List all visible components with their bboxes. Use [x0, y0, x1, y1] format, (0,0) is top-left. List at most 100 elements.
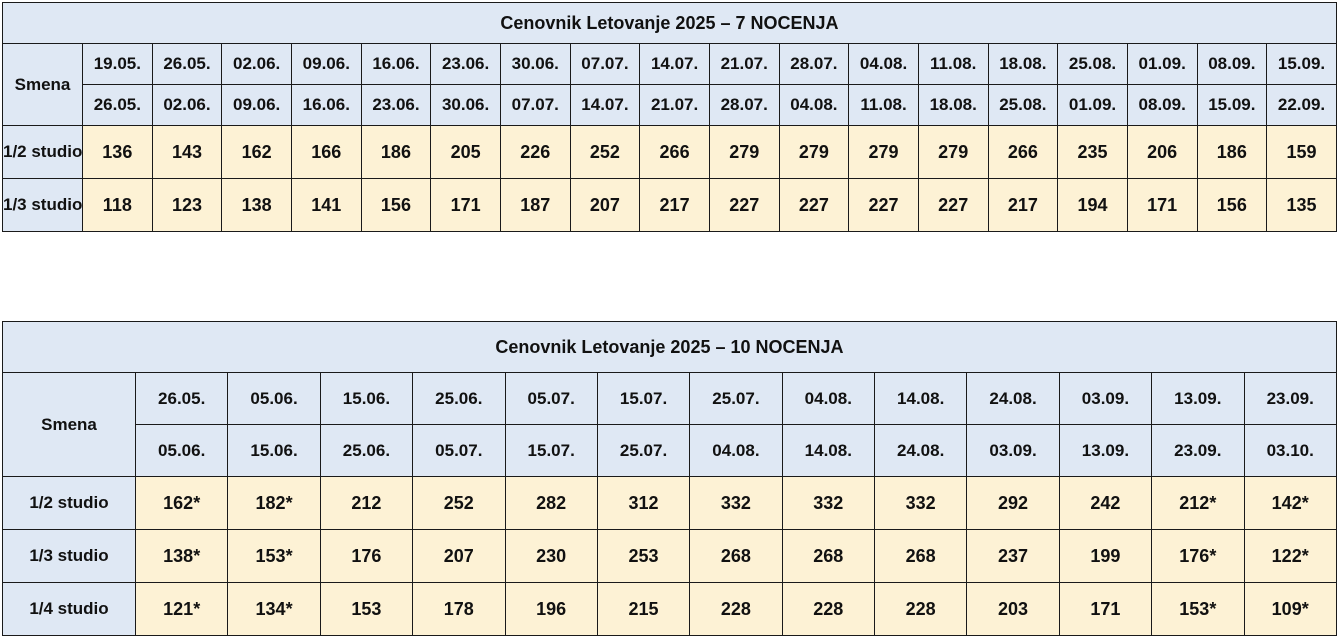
end-date: 25.06.: [319, 424, 414, 477]
start-date: 25.06.: [412, 372, 506, 425]
start-date: 14.08.: [873, 372, 968, 425]
start-date: 08.09.: [1196, 43, 1268, 85]
price-cell: 135: [1266, 178, 1337, 232]
start-date: 19.05.: [82, 43, 153, 85]
price-cell: 166: [290, 125, 362, 179]
room-type-label: 1/4 studio: [2, 582, 136, 636]
start-date: 16.06.: [360, 43, 432, 85]
price-cell: 226: [499, 125, 571, 179]
table-title: Cenovnik Letovanje 2025 – 10 NOCENJA: [2, 321, 1337, 373]
price-cell: 266: [639, 125, 710, 179]
price-cell: 227: [778, 178, 850, 232]
price-cell: 228: [781, 582, 876, 636]
price-table-7-nights: Cenovnik Letovanje 2025 – 7 NOCENJA Smena…: [2, 2, 1337, 232]
price-cell: 332: [781, 476, 876, 530]
price-cell: 268: [689, 529, 783, 583]
price-cell: 252: [569, 125, 641, 179]
price-cell: 279: [708, 125, 780, 179]
price-cell: 159: [1266, 125, 1337, 179]
price-cell: 203: [966, 582, 1060, 636]
room-type-label: 1/3 studio: [2, 529, 136, 583]
price-cell: 332: [873, 476, 968, 530]
price-cell: 186: [360, 125, 432, 179]
price-cell: 178: [412, 582, 506, 636]
price-table-10-nights: Cenovnik Letovanje 2025 – 10 NOCENJA Smen…: [2, 321, 1337, 636]
price-cell: 253: [596, 529, 691, 583]
start-date: 30.06.: [499, 43, 571, 85]
row-header-smena: Smena: [2, 372, 136, 477]
price-cell: 171: [1126, 178, 1198, 232]
start-date: 15.06.: [319, 372, 414, 425]
price-cell: 171: [430, 178, 501, 232]
price-cell: 268: [781, 529, 876, 583]
price-cell: 162: [221, 125, 292, 179]
price-cell: 227: [848, 178, 919, 232]
table-row: 1/4 studio 121* 134* 153 178 196 215 228 228 228 2…: [2, 582, 1337, 636]
price-cell: 109*: [1243, 582, 1337, 636]
price-cell: 242: [1058, 476, 1153, 530]
end-date: 14.08.: [781, 424, 876, 477]
end-date: 23.09.: [1151, 424, 1245, 477]
price-cell: 142*: [1243, 476, 1337, 530]
price-cell: 228: [689, 582, 783, 636]
start-date: 11.08.: [917, 43, 989, 85]
end-date: 01.09.: [1057, 84, 1128, 126]
table-row: 1/2 studio 162* 182* 212 252 282 312 332 332 332 2…: [2, 476, 1337, 530]
start-date: 05.07.: [504, 372, 598, 425]
end-date: 08.09.: [1126, 84, 1198, 126]
start-date: 02.06.: [221, 43, 292, 85]
start-date: 09.06.: [290, 43, 362, 85]
price-cell: 123: [151, 178, 223, 232]
price-cell: 252: [412, 476, 506, 530]
start-date: 26.05.: [151, 43, 223, 85]
end-date: 18.08.: [917, 84, 989, 126]
price-cell: 171: [1058, 582, 1153, 636]
end-date: 02.06.: [151, 84, 223, 126]
price-cell: 217: [639, 178, 710, 232]
end-date: 09.06.: [221, 84, 292, 126]
price-cell: 207: [412, 529, 506, 583]
end-date: 24.08.: [873, 424, 968, 477]
end-date: 03.10.: [1243, 424, 1337, 477]
price-cell: 176*: [1151, 529, 1245, 583]
price-cell: 196: [504, 582, 598, 636]
end-date: 15.07.: [504, 424, 598, 477]
price-cell: 279: [917, 125, 989, 179]
end-date: 05.07.: [412, 424, 506, 477]
end-date: 03.09.: [966, 424, 1060, 477]
price-cell: 156: [360, 178, 432, 232]
start-date: 15.09.: [1266, 43, 1337, 85]
price-cell: 205: [430, 125, 501, 179]
start-date: 03.09.: [1058, 372, 1153, 425]
price-cell: 182*: [227, 476, 321, 530]
price-cell: 194: [1057, 178, 1128, 232]
end-date: 13.09.: [1058, 424, 1153, 477]
end-date: 25.08.: [987, 84, 1059, 126]
table-row: 1/2 studio 136 143 162 166 186 205 226 252 266 279…: [2, 125, 1337, 179]
start-date: 14.07.: [639, 43, 710, 85]
price-cell: 141: [290, 178, 362, 232]
room-type-label: 1/3 studio: [2, 178, 83, 232]
price-cell: 227: [917, 178, 989, 232]
start-date: 05.06.: [227, 372, 321, 425]
end-date: 21.07.: [639, 84, 710, 126]
price-cell: 153: [319, 582, 414, 636]
price-cell: 266: [987, 125, 1059, 179]
price-cell: 138: [221, 178, 292, 232]
price-cell: 138*: [134, 529, 229, 583]
end-date: 11.08.: [848, 84, 919, 126]
end-date: 28.07.: [708, 84, 780, 126]
price-cell: 332: [689, 476, 783, 530]
price-cell: 279: [848, 125, 919, 179]
end-date: 25.07.: [596, 424, 691, 477]
end-date: 26.05.: [82, 84, 153, 126]
room-type-label: 1/2 studio: [2, 125, 83, 179]
price-cell: 235: [1057, 125, 1128, 179]
end-date: 05.06.: [134, 424, 229, 477]
price-cell: 122*: [1243, 529, 1337, 583]
start-date: 24.08.: [966, 372, 1060, 425]
price-cell: 207: [569, 178, 641, 232]
price-cell: 186: [1196, 125, 1268, 179]
start-date: 28.07.: [778, 43, 850, 85]
start-date: 21.07.: [708, 43, 780, 85]
